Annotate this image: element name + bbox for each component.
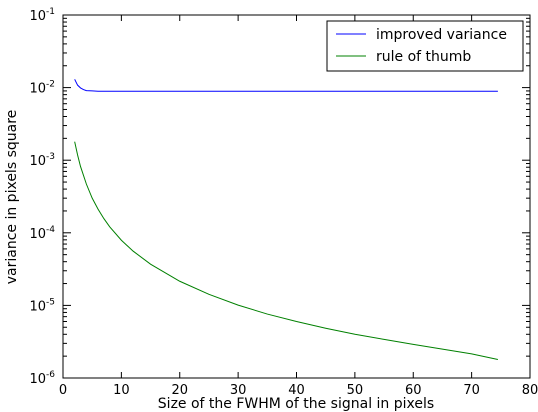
x-tick-label: 40 [288,383,305,398]
x-tick-label: 0 [59,383,67,398]
x-tick-label: 30 [230,383,247,398]
x-axis-label: Size of the FWHM of the signal in pixels [158,396,434,412]
x-tick-label: 10 [113,383,130,398]
series [74,79,498,360]
y-axis-label: variance in pixels square [4,110,20,285]
plot-area [62,14,531,379]
ticks: 0 10 20 30 40 50 60 70 80 10-6 10-5 10-4 10-3 10-2 10-… [29,7,538,398]
x-tick-label: 60 [405,383,422,398]
legend-label-rule-of-thumb: rule of thumb [376,49,471,65]
y-tick-label: 10-1 [29,7,55,24]
series-line-improved-variance [74,79,498,92]
y-tick-label: 10-2 [29,80,55,97]
series-line-rule-of-thumb [74,141,498,360]
x-tick-label: 50 [347,383,364,398]
y-tick-label: 10-6 [29,370,55,387]
legend-box [326,20,524,72]
legend: improved variance rule of thumb [326,20,524,72]
x-tick-label: 70 [463,383,480,398]
y-tick-label: 10-5 [29,297,55,314]
x-tick-label: 20 [171,383,188,398]
legend-label-improved-variance: improved variance [376,27,507,43]
y-tick-label: 10-3 [29,152,55,169]
x-tick-label: 80 [522,383,538,398]
y-tick-label: 10-4 [29,225,55,242]
